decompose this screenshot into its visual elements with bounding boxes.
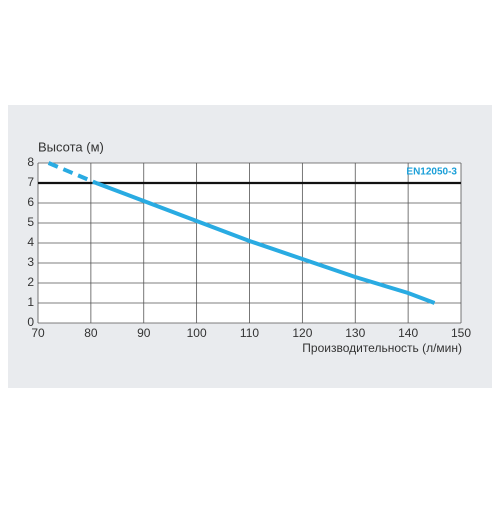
x-tick-label: 110 (240, 326, 259, 340)
x-tick-label: 80 (84, 326, 98, 340)
y-tick-label: 8 (27, 155, 34, 169)
x-tick-label: 140 (398, 326, 418, 340)
x-tick-label: 130 (345, 326, 365, 340)
reference-label: EN12050-3 (406, 167, 457, 178)
x-tick-label: 150 (451, 326, 471, 340)
y-tick-label: 4 (27, 235, 34, 249)
x-tick-label: 90 (137, 326, 151, 340)
y-tick-label: 7 (27, 175, 34, 189)
data-line (95, 181, 436, 305)
y-tick-label: 2 (27, 275, 34, 289)
y-tick-label: 5 (27, 215, 34, 229)
y-tick-label: 6 (27, 195, 34, 209)
y-tick-label: 1 (27, 295, 34, 309)
y-axis-label: Высота (м) (38, 139, 104, 154)
y-tick-label: 0 (27, 315, 34, 329)
x-tick-label: 100 (187, 326, 207, 340)
x-tick-label: 120 (292, 326, 312, 340)
y-tick-label: 3 (27, 255, 34, 269)
x-tick-label: 70 (31, 326, 45, 340)
x-axis-label: Производительность (л/мин) (302, 341, 462, 355)
data-line (47, 161, 97, 185)
